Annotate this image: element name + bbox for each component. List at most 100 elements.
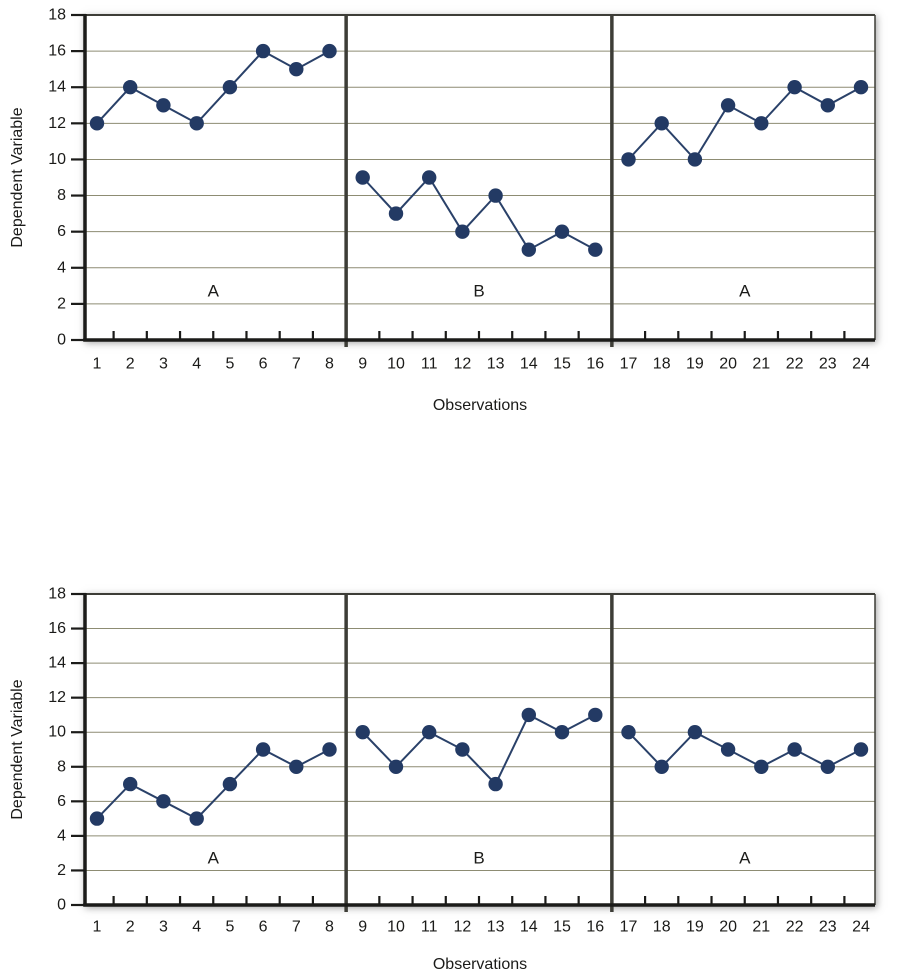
x-tick-label: 20 <box>719 356 737 373</box>
data-point <box>820 759 835 774</box>
data-point <box>853 742 869 757</box>
x-tick-label: 6 <box>259 919 268 936</box>
x-tick-label: 23 <box>819 919 837 936</box>
data-point <box>255 742 271 757</box>
x-tick-label: 14 <box>520 356 538 373</box>
y-tick-label: 12 <box>48 115 66 132</box>
x-tick-label: 7 <box>292 356 301 373</box>
x-tick-label: 23 <box>819 356 837 373</box>
data-point <box>588 242 603 257</box>
x-tick-label: 24 <box>852 356 870 373</box>
data-point <box>488 776 503 792</box>
y-tick-label: 0 <box>57 897 66 914</box>
data-point <box>853 80 869 95</box>
y-tick-label: 8 <box>57 187 66 204</box>
y-tick-label: 10 <box>48 151 66 168</box>
data-point <box>89 116 105 131</box>
y-tick-label: 18 <box>48 7 66 24</box>
data-point <box>123 80 138 95</box>
data-point <box>123 776 138 792</box>
phase-label: A <box>739 282 751 301</box>
phase-label: B <box>473 282 484 301</box>
x-tick-label: 5 <box>225 356 234 373</box>
data-point <box>521 707 536 723</box>
aba-reversal-chart-top: A B A 0 2 4 6 8 10 12 14 16 18 1 2 3 4 5 6 7 8 9 10 11 12 13 14 15 1… <box>0 0 900 420</box>
data-point <box>754 759 769 774</box>
x-tick-label: 9 <box>358 356 367 373</box>
y-axis-title: Dependent Variable <box>9 679 26 819</box>
x-tick-label: 11 <box>421 919 438 936</box>
x-tick-label: 12 <box>454 919 472 936</box>
x-tick-label: 19 <box>686 356 704 373</box>
data-point <box>820 98 835 113</box>
x-tick-label: 10 <box>387 356 405 373</box>
y-tick-label: 18 <box>48 586 66 603</box>
data-point <box>289 759 304 774</box>
x-tick-label: 22 <box>786 919 804 936</box>
x-tick-label: 12 <box>454 356 472 373</box>
x-tick-label: 15 <box>553 356 571 373</box>
y-tick-label: 6 <box>57 793 66 810</box>
x-tick-label: 16 <box>586 919 604 936</box>
aba-reversal-chart-bottom: A B A 0 2 4 6 8 10 12 14 16 18 1 2 3 4 5 6 7 8 9 10 11 12 13 14 15 1… <box>0 560 900 977</box>
x-tick-label: 14 <box>520 919 538 936</box>
data-point <box>687 152 703 167</box>
x-tick-label: 24 <box>852 919 870 936</box>
phase-label: A <box>739 849 751 868</box>
x-tick-label: 4 <box>192 356 201 373</box>
y-tick-label: 2 <box>57 295 66 312</box>
y-tick-label: 8 <box>57 758 66 775</box>
x-tick-label: 15 <box>553 919 571 936</box>
y-tick-label: 12 <box>48 689 66 706</box>
x-tick-label: 19 <box>686 919 704 936</box>
x-tick-label: 16 <box>586 356 604 373</box>
data-point <box>521 242 536 257</box>
x-tick-label: 3 <box>159 356 168 373</box>
x-tick-label: 22 <box>786 356 804 373</box>
x-axis-title: Observations <box>433 397 527 414</box>
x-tick-label: 2 <box>126 919 135 936</box>
data-point <box>422 725 437 740</box>
x-tick-label: 9 <box>358 919 367 936</box>
data-point <box>654 759 669 774</box>
phase-label: A <box>208 282 220 301</box>
data-point <box>422 170 437 185</box>
x-tick-label: 18 <box>653 919 671 936</box>
x-tick-label: 3 <box>159 919 168 936</box>
x-tick-label: 18 <box>653 356 671 373</box>
x-tick-label: 11 <box>421 356 438 373</box>
y-tick-label: 0 <box>57 332 66 349</box>
data-point <box>754 116 769 131</box>
chart-separator-space <box>0 420 900 560</box>
data-point <box>654 116 669 131</box>
y-tick-label: 2 <box>57 862 66 879</box>
data-point <box>388 759 404 774</box>
x-tick-label: 8 <box>325 356 334 373</box>
x-tick-label: 13 <box>487 356 505 373</box>
y-tick-label: 10 <box>48 724 66 741</box>
x-tick-label: 1 <box>93 356 102 373</box>
x-tick-label: 2 <box>126 356 135 373</box>
data-point <box>322 742 337 757</box>
data-point <box>621 725 636 740</box>
x-axis-title: Observations <box>433 956 527 973</box>
x-tick-label: 7 <box>292 919 301 936</box>
data-point <box>355 170 370 185</box>
data-point <box>355 725 370 740</box>
data-point <box>554 224 570 239</box>
data-point <box>388 206 404 221</box>
data-point <box>222 776 238 792</box>
data-point <box>156 98 171 113</box>
phase-label: B <box>473 849 484 868</box>
x-tick-label: 6 <box>259 356 268 373</box>
data-point <box>89 811 105 826</box>
y-tick-label: 6 <box>57 223 66 240</box>
data-point <box>720 98 736 113</box>
data-point <box>687 725 703 740</box>
y-tick-label: 14 <box>48 655 66 672</box>
y-tick-label: 4 <box>57 827 66 844</box>
data-point <box>189 116 204 131</box>
data-point <box>189 811 204 826</box>
